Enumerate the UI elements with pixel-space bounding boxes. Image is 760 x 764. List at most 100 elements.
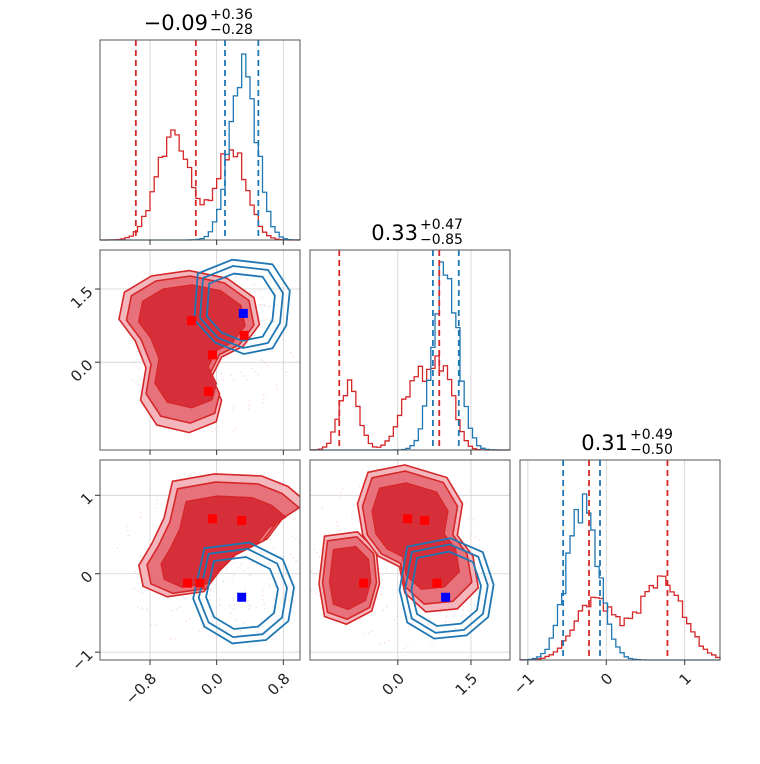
panel-title-value: −0.09 bbox=[144, 11, 208, 35]
sample-dot bbox=[198, 629, 201, 632]
histogram-red bbox=[309, 355, 510, 451]
panel-p0-p1 bbox=[118, 258, 295, 434]
sample-dot bbox=[489, 581, 491, 584]
panel-p0-p2 bbox=[117, 471, 300, 645]
sample-dot bbox=[280, 555, 282, 557]
sample-dot bbox=[380, 593, 382, 596]
y-tick-label: −1 bbox=[68, 646, 96, 674]
sample-dot bbox=[470, 534, 473, 537]
sample-dot bbox=[445, 615, 448, 617]
sample-dot bbox=[445, 616, 448, 619]
y-tick-label: 0 bbox=[77, 568, 96, 587]
panel-title-lower: −0.50 bbox=[630, 442, 673, 458]
contour-red-inner bbox=[137, 284, 246, 409]
sample-dot bbox=[314, 592, 317, 595]
sample-dot bbox=[275, 384, 278, 387]
sample-dot bbox=[261, 589, 264, 592]
sample-dot bbox=[212, 590, 214, 593]
sample-dot bbox=[271, 606, 274, 608]
panel-frame bbox=[99, 459, 301, 661]
sample-dot bbox=[341, 488, 344, 490]
sample-dot bbox=[128, 534, 130, 536]
sample-dot bbox=[169, 638, 172, 640]
sample-dot bbox=[462, 609, 464, 612]
sample-dot bbox=[239, 371, 242, 374]
contour-red-inner bbox=[328, 545, 372, 611]
sample-dot bbox=[385, 568, 388, 570]
panel-title-upper: +0.36 bbox=[210, 7, 253, 23]
sample-dot bbox=[462, 605, 464, 607]
y-tick-label: 1 bbox=[77, 489, 96, 508]
sample-dot bbox=[290, 352, 292, 354]
marker-blue bbox=[237, 592, 247, 602]
histogram-red bbox=[99, 129, 301, 241]
sample-dot bbox=[254, 370, 257, 373]
x-tick-label: 0.8 bbox=[264, 670, 294, 700]
sample-dot bbox=[249, 605, 252, 608]
y-tick-label: 1.5 bbox=[67, 283, 97, 313]
sample-dot bbox=[268, 584, 271, 587]
sample-dot bbox=[247, 599, 250, 602]
sample-dot bbox=[275, 303, 278, 306]
sample-dot bbox=[253, 290, 256, 293]
sample-dot bbox=[233, 603, 235, 606]
sample-dot bbox=[235, 426, 238, 429]
sample-dot bbox=[175, 608, 178, 610]
sample-dot bbox=[248, 348, 251, 350]
sample-dot bbox=[244, 589, 246, 591]
panel-frame bbox=[99, 249, 301, 451]
sample-dot bbox=[274, 312, 277, 314]
sample-dot bbox=[336, 521, 338, 523]
sample-dot bbox=[291, 535, 294, 537]
sample-dot bbox=[262, 401, 265, 404]
sample-dot bbox=[276, 618, 279, 621]
sample-dot bbox=[205, 624, 208, 627]
sample-dot bbox=[439, 611, 442, 614]
sample-dot bbox=[482, 588, 484, 590]
sample-dot bbox=[267, 562, 270, 565]
sample-dot bbox=[235, 280, 238, 282]
sample-dot bbox=[288, 516, 291, 519]
sample-dot bbox=[251, 367, 254, 370]
sample-dot bbox=[290, 610, 293, 612]
sample-dot bbox=[188, 618, 191, 620]
sample-dot bbox=[476, 593, 479, 595]
sample-dot bbox=[318, 555, 321, 558]
sample-dot bbox=[263, 603, 266, 605]
sample-dot bbox=[133, 588, 136, 590]
histogram-blue bbox=[519, 493, 720, 661]
sample-dot bbox=[261, 625, 264, 628]
sample-dot bbox=[261, 359, 264, 362]
sample-dot bbox=[285, 371, 288, 374]
sample-dot bbox=[139, 555, 142, 558]
contour-red-inner bbox=[371, 482, 461, 590]
sample-dot bbox=[173, 637, 176, 640]
sample-dot bbox=[155, 507, 158, 510]
sample-dot bbox=[460, 615, 462, 617]
sample-dot bbox=[282, 619, 284, 622]
sample-dot bbox=[225, 568, 228, 571]
sample-dot bbox=[267, 305, 270, 308]
sample-dot bbox=[427, 623, 429, 626]
sample-dot bbox=[237, 566, 239, 569]
sample-dot bbox=[117, 546, 119, 549]
panel-title-value: 0.33 bbox=[371, 221, 418, 245]
sample-dot bbox=[318, 594, 321, 597]
sample-dot bbox=[232, 597, 234, 599]
sample-dot bbox=[295, 538, 297, 540]
sample-dot bbox=[218, 623, 221, 626]
sample-dot bbox=[214, 428, 217, 431]
contour-blue bbox=[197, 547, 288, 639]
sample-dot bbox=[140, 516, 142, 519]
sample-dot bbox=[261, 594, 264, 597]
sample-dot bbox=[323, 533, 326, 535]
sample-dot bbox=[310, 589, 313, 592]
sample-dot bbox=[256, 563, 258, 566]
sample-dot bbox=[246, 567, 249, 569]
x-tick-label: 0.0 bbox=[197, 670, 227, 700]
sample-dot bbox=[385, 605, 388, 608]
sample-dot bbox=[337, 525, 339, 527]
sample-dot bbox=[229, 374, 232, 377]
sample-dot bbox=[287, 585, 290, 587]
sample-dot bbox=[248, 400, 251, 402]
